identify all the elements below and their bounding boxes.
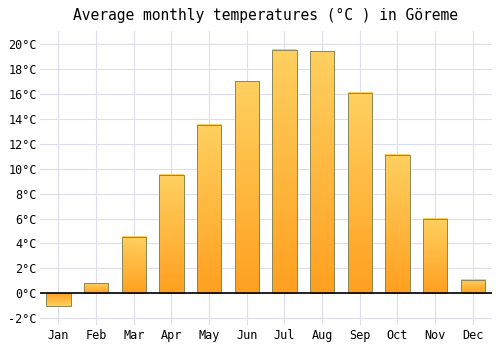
Bar — [272, 50, 296, 293]
Bar — [460, 280, 485, 293]
Bar — [197, 125, 222, 293]
Bar — [159, 175, 184, 293]
Bar — [234, 81, 259, 293]
Bar — [310, 51, 334, 293]
Title: Average monthly temperatures (°C ) in Göreme: Average monthly temperatures (°C ) in Gö… — [73, 8, 458, 23]
Bar — [348, 92, 372, 293]
Bar — [84, 284, 108, 293]
Bar — [46, 293, 70, 306]
Bar — [122, 237, 146, 293]
Bar — [385, 155, 409, 293]
Bar — [423, 218, 448, 293]
